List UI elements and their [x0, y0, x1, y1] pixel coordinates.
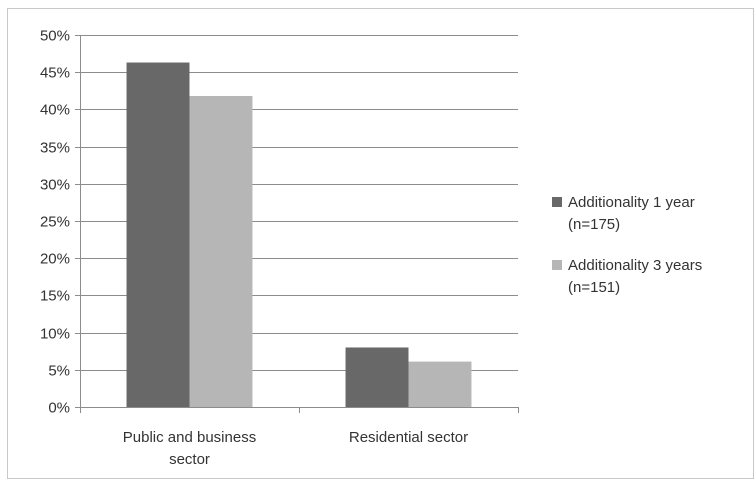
- bars: [126, 62, 472, 408]
- y-tick-label: 45%: [40, 65, 70, 82]
- legend-label: Additionality 1 year: [568, 194, 695, 211]
- x-tick-label: sector: [169, 451, 210, 468]
- legend-label: (n=151): [568, 279, 620, 296]
- legend-label: (n=175): [568, 216, 620, 233]
- bar-additionality-3-years: [408, 361, 472, 407]
- x-tick-labels: Public and business sector Residential sec…: [123, 429, 468, 468]
- bar-additionality-1-year: [126, 62, 190, 407]
- y-tick-labels: 0% 5% 10% 15% 20% 25% 30% 35% 40% 45% 50%: [40, 28, 70, 417]
- axes: [75, 35, 519, 413]
- x-tick-label: Residential sector: [349, 429, 468, 446]
- y-tick-label: 5%: [48, 363, 70, 380]
- y-tick-label: 10%: [40, 326, 70, 343]
- y-tick-label: 35%: [40, 140, 70, 157]
- y-tick-label: 0%: [48, 400, 70, 417]
- bar-additionality-3-years: [189, 96, 253, 408]
- legend-label: Additionality 3 years: [568, 257, 702, 274]
- y-tick-label: 40%: [40, 102, 70, 119]
- legend-swatch: [552, 197, 562, 207]
- legend-swatch: [552, 260, 562, 270]
- bar-additionality-1-year: [345, 347, 409, 407]
- y-tick-label: 20%: [40, 251, 70, 268]
- legend: Additionality 1 year (n=175) Additionality…: [552, 194, 702, 296]
- y-tick-label: 15%: [40, 288, 70, 305]
- x-tick-label: Public and business: [123, 429, 256, 446]
- y-tick-label: 30%: [40, 177, 70, 194]
- y-tick-label: 50%: [40, 28, 70, 45]
- y-tick-label: 25%: [40, 214, 70, 231]
